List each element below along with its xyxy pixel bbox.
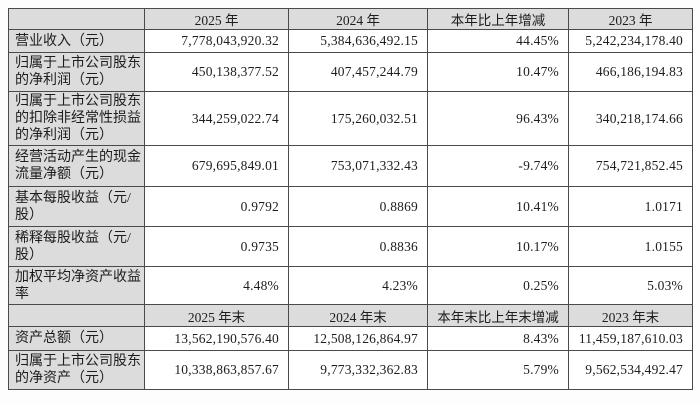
metric-value: 10.47% [427, 52, 569, 92]
metric-value: 175,260,032.51 [288, 91, 428, 146]
col-header-2023-end: 2023 年末 [568, 304, 693, 327]
document-page: 2025 年 2024 年 本年比上年增减 2023 年 营业收入（元） 7,7… [8, 8, 693, 390]
metric-value: 450,138,377.52 [144, 52, 289, 92]
table-row-net-assets: 归属于上市公司股东的净资产（元） 10,338,863,857.67 9,773… [8, 350, 693, 390]
table-row-revenue: 营业收入（元） 7,778,043,920.32 5,384,636,492.1… [8, 29, 693, 53]
metric-value: 96.43% [427, 91, 569, 146]
metric-value: 344,259,022.74 [144, 91, 289, 146]
metric-value: 5.79% [427, 350, 569, 390]
table-row-weighted-avg-roe: 加权平均净资产收益率 4.48% 4.23% 0.25% 5.03% [8, 266, 693, 305]
table-row-net-profit: 归属于上市公司股东的净利润（元） 450,138,377.52 407,457,… [8, 52, 693, 92]
table-row-non-recurring-net-profit: 归属于上市公司股东的扣除非经常性损益的净利润（元） 344,259,022.74… [8, 91, 693, 146]
col-header-2025: 2025 年 [144, 8, 289, 30]
metric-label: 经营活动产生的现金流量净额（元） [8, 145, 145, 187]
metric-value: 8.43% [427, 326, 569, 351]
metric-value: 1.0171 [568, 186, 693, 227]
metric-value: 10,338,863,857.67 [144, 350, 289, 390]
metric-label: 基本每股收益（元/股） [8, 186, 145, 227]
col-header-yoy-change: 本年比上年增减 [427, 8, 569, 30]
metric-value: 10.17% [427, 226, 569, 267]
table-row-diluted-eps: 稀释每股收益（元/股） 0.9735 0.8836 10.17% 1.0155 [8, 226, 693, 267]
col-header-2024: 2024 年 [288, 8, 428, 30]
metric-value: 754,721,852.45 [568, 145, 693, 187]
metric-label: 营业收入（元） [8, 29, 145, 53]
metric-value: 5,384,636,492.15 [288, 29, 428, 53]
period-header-row: 2025 年 2024 年 本年比上年增减 2023 年 [8, 8, 693, 30]
metric-value: 466,186,194.83 [568, 52, 693, 92]
metric-value: 13,562,190,576.40 [144, 326, 289, 351]
metric-label: 归属于上市公司股东的净利润（元） [8, 52, 145, 92]
table-row-total-assets: 资产总额（元） 13,562,190,576.40 12,508,126,864… [8, 326, 693, 351]
col-header-2024-end: 2024 年末 [288, 304, 428, 327]
metric-value: 4.48% [144, 266, 289, 305]
metric-value: 9,562,534,492.47 [568, 350, 693, 390]
metric-label: 加权平均净资产收益率 [8, 266, 145, 305]
metric-label: 稀释每股收益（元/股） [8, 226, 145, 267]
table-row-basic-eps: 基本每股收益（元/股） 0.9792 0.8869 10.41% 1.0171 [8, 186, 693, 227]
metric-value: 11,459,187,610.03 [568, 326, 693, 351]
metric-value: 340,218,174.66 [568, 91, 693, 146]
metric-value: 7,778,043,920.32 [144, 29, 289, 53]
metric-value: -9.74% [427, 145, 569, 187]
metric-value: 44.45% [427, 29, 569, 53]
metric-value: 9,773,332,362.83 [288, 350, 428, 390]
financial-summary-table: 2025 年 2024 年 本年比上年增减 2023 年 营业收入（元） 7,7… [8, 8, 693, 390]
metric-value: 12,508,126,864.97 [288, 326, 428, 351]
metric-value: 0.8836 [288, 226, 428, 267]
metric-value: 5.03% [568, 266, 693, 305]
metric-value: 0.9735 [144, 226, 289, 267]
metric-value: 4.23% [288, 266, 428, 305]
metric-value: 679,695,849.01 [144, 145, 289, 187]
metric-value: 5,242,234,178.40 [568, 29, 693, 53]
table-row-operating-cash-flow: 经营活动产生的现金流量净额（元） 679,695,849.01 753,071,… [8, 145, 693, 187]
metric-value: 0.8869 [288, 186, 428, 227]
metric-label: 归属于上市公司股东的净资产（元） [8, 350, 145, 390]
metric-value: 10.41% [427, 186, 569, 227]
col-header-2023: 2023 年 [568, 8, 693, 30]
metric-label: 资产总额（元） [8, 326, 145, 351]
blank-corner-cell [8, 304, 145, 327]
metric-label: 归属于上市公司股东的扣除非经常性损益的净利润（元） [8, 91, 145, 146]
metric-value: 1.0155 [568, 226, 693, 267]
period-end-header-row: 2025 年末 2024 年末 本年末比上年末增减 2023 年末 [8, 304, 693, 327]
blank-corner-cell [8, 8, 145, 30]
metric-value: 0.9792 [144, 186, 289, 227]
metric-value: 0.25% [427, 266, 569, 305]
metric-value: 753,071,332.43 [288, 145, 428, 187]
col-header-end-yoy-change: 本年末比上年末增减 [427, 304, 569, 327]
metric-value: 407,457,244.79 [288, 52, 428, 92]
col-header-2025-end: 2025 年末 [144, 304, 289, 327]
